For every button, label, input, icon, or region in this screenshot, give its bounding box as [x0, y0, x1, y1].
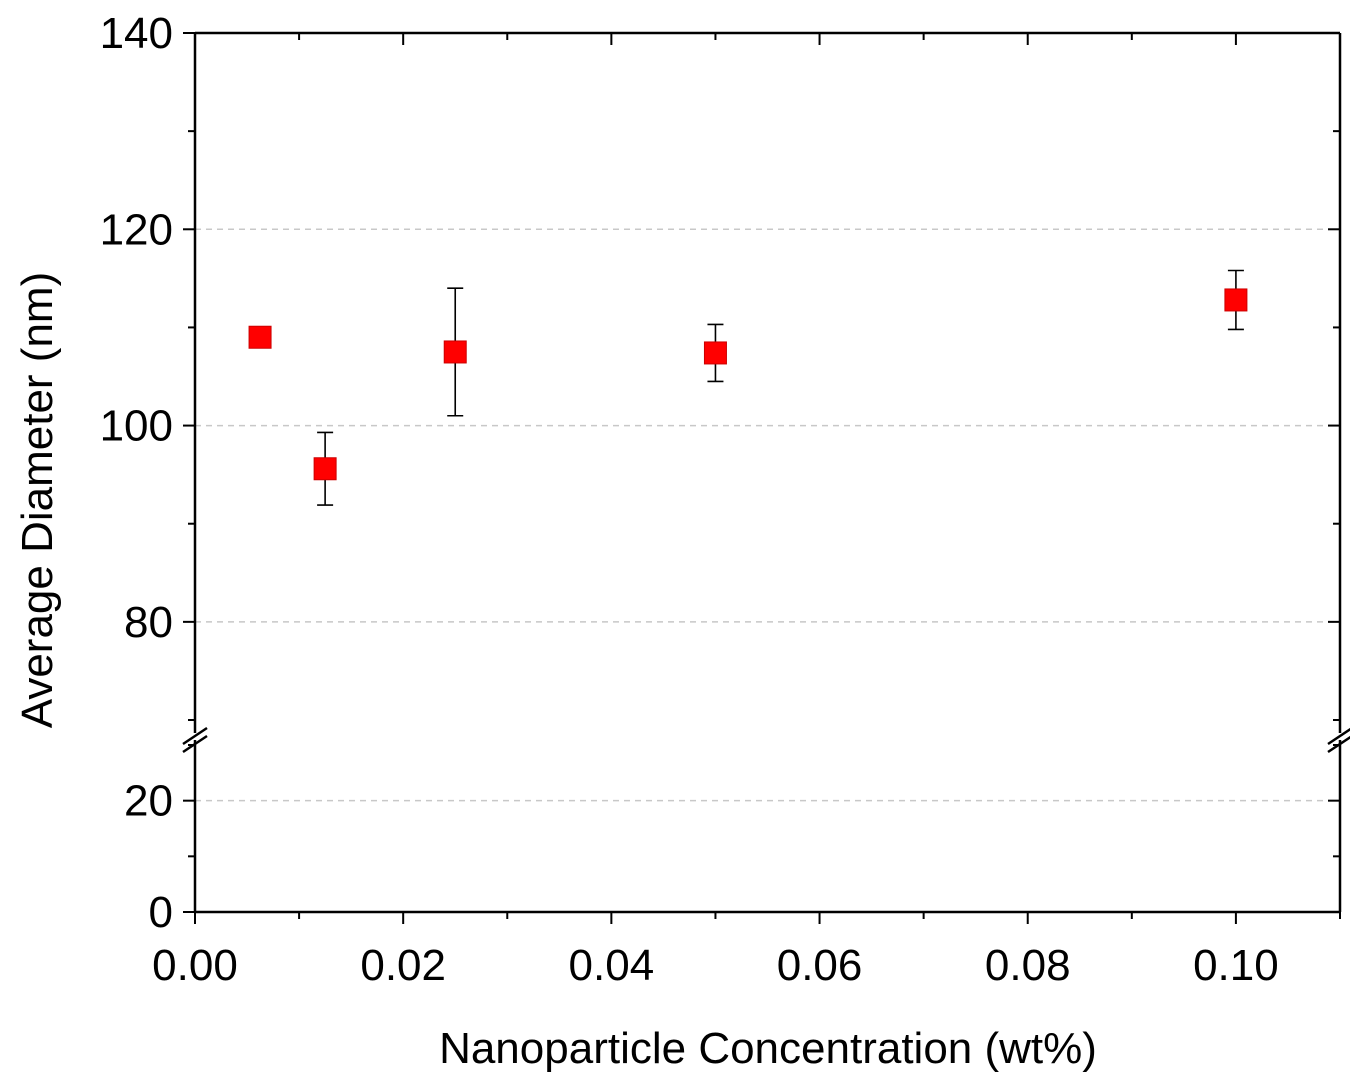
y-tick-label: 120 [100, 205, 173, 254]
error-bars [252, 269, 1244, 506]
y-tick-label: 0 [149, 888, 173, 937]
axis-break-mark-right [1327, 727, 1350, 746]
y-tick-label: 140 [100, 9, 173, 58]
data-points [248, 288, 1248, 481]
y-tick-label: 100 [100, 402, 173, 451]
axes [182, 31, 1350, 914]
x-tick-label: 0.08 [985, 941, 1071, 990]
x-tick-label: 0.00 [152, 941, 238, 990]
x-axis-title: Nanoparticle Concentration (wt%) [439, 1024, 1097, 1073]
x-tick-label: 0.02 [360, 941, 446, 990]
axis-break-mark-left [182, 726, 208, 746]
x-tick-label: 0.10 [1193, 941, 1279, 990]
y-tick-label: 20 [124, 777, 173, 826]
data-point [313, 457, 337, 481]
data-point [248, 325, 272, 349]
data-point [1224, 288, 1248, 312]
data-point [703, 341, 727, 365]
gridlines [195, 228, 1340, 802]
y-axis-title: Average Diameter (nm) [13, 272, 62, 728]
data-point [443, 340, 467, 364]
ticks: 0.00 0.02 0.04 0.06 0.08 0.10 0 20 80 100 120 140 [100, 9, 1341, 990]
y-tick-label: 80 [124, 598, 173, 647]
x-tick-label: 0.04 [569, 941, 655, 990]
x-tick-label: 0.06 [777, 941, 863, 990]
